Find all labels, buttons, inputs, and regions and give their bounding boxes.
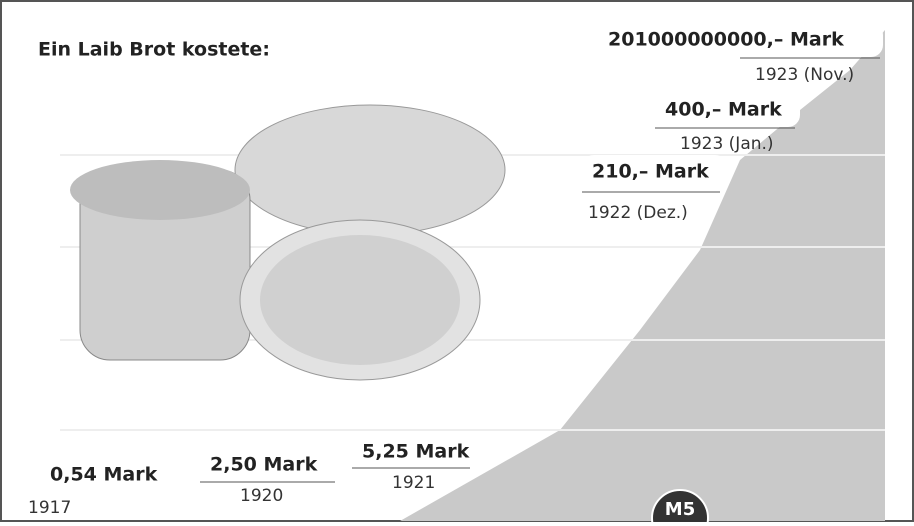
- price: 0,54 Mark: [50, 464, 158, 486]
- year: 1921: [392, 473, 435, 493]
- year: 1923 (Jan.): [680, 134, 774, 154]
- price: 210,– Mark: [592, 161, 709, 183]
- year: 1917: [28, 498, 71, 518]
- price: 5,25 Mark: [362, 441, 470, 463]
- year: 1920: [240, 486, 283, 506]
- year: 1922 (Dez.): [588, 203, 688, 223]
- price: 400,– Mark: [665, 99, 782, 121]
- badge-label: M5: [665, 499, 695, 520]
- price: 2,50 Mark: [210, 454, 318, 476]
- year: 1923 (Nov.): [755, 65, 854, 85]
- title: Ein Laib Brot kostete:: [38, 39, 270, 61]
- infographic: Ein Laib Brot kostete: 0,54 Mark 1917 2,…: [0, 0, 914, 522]
- price: 201000000000,– Mark: [608, 29, 844, 51]
